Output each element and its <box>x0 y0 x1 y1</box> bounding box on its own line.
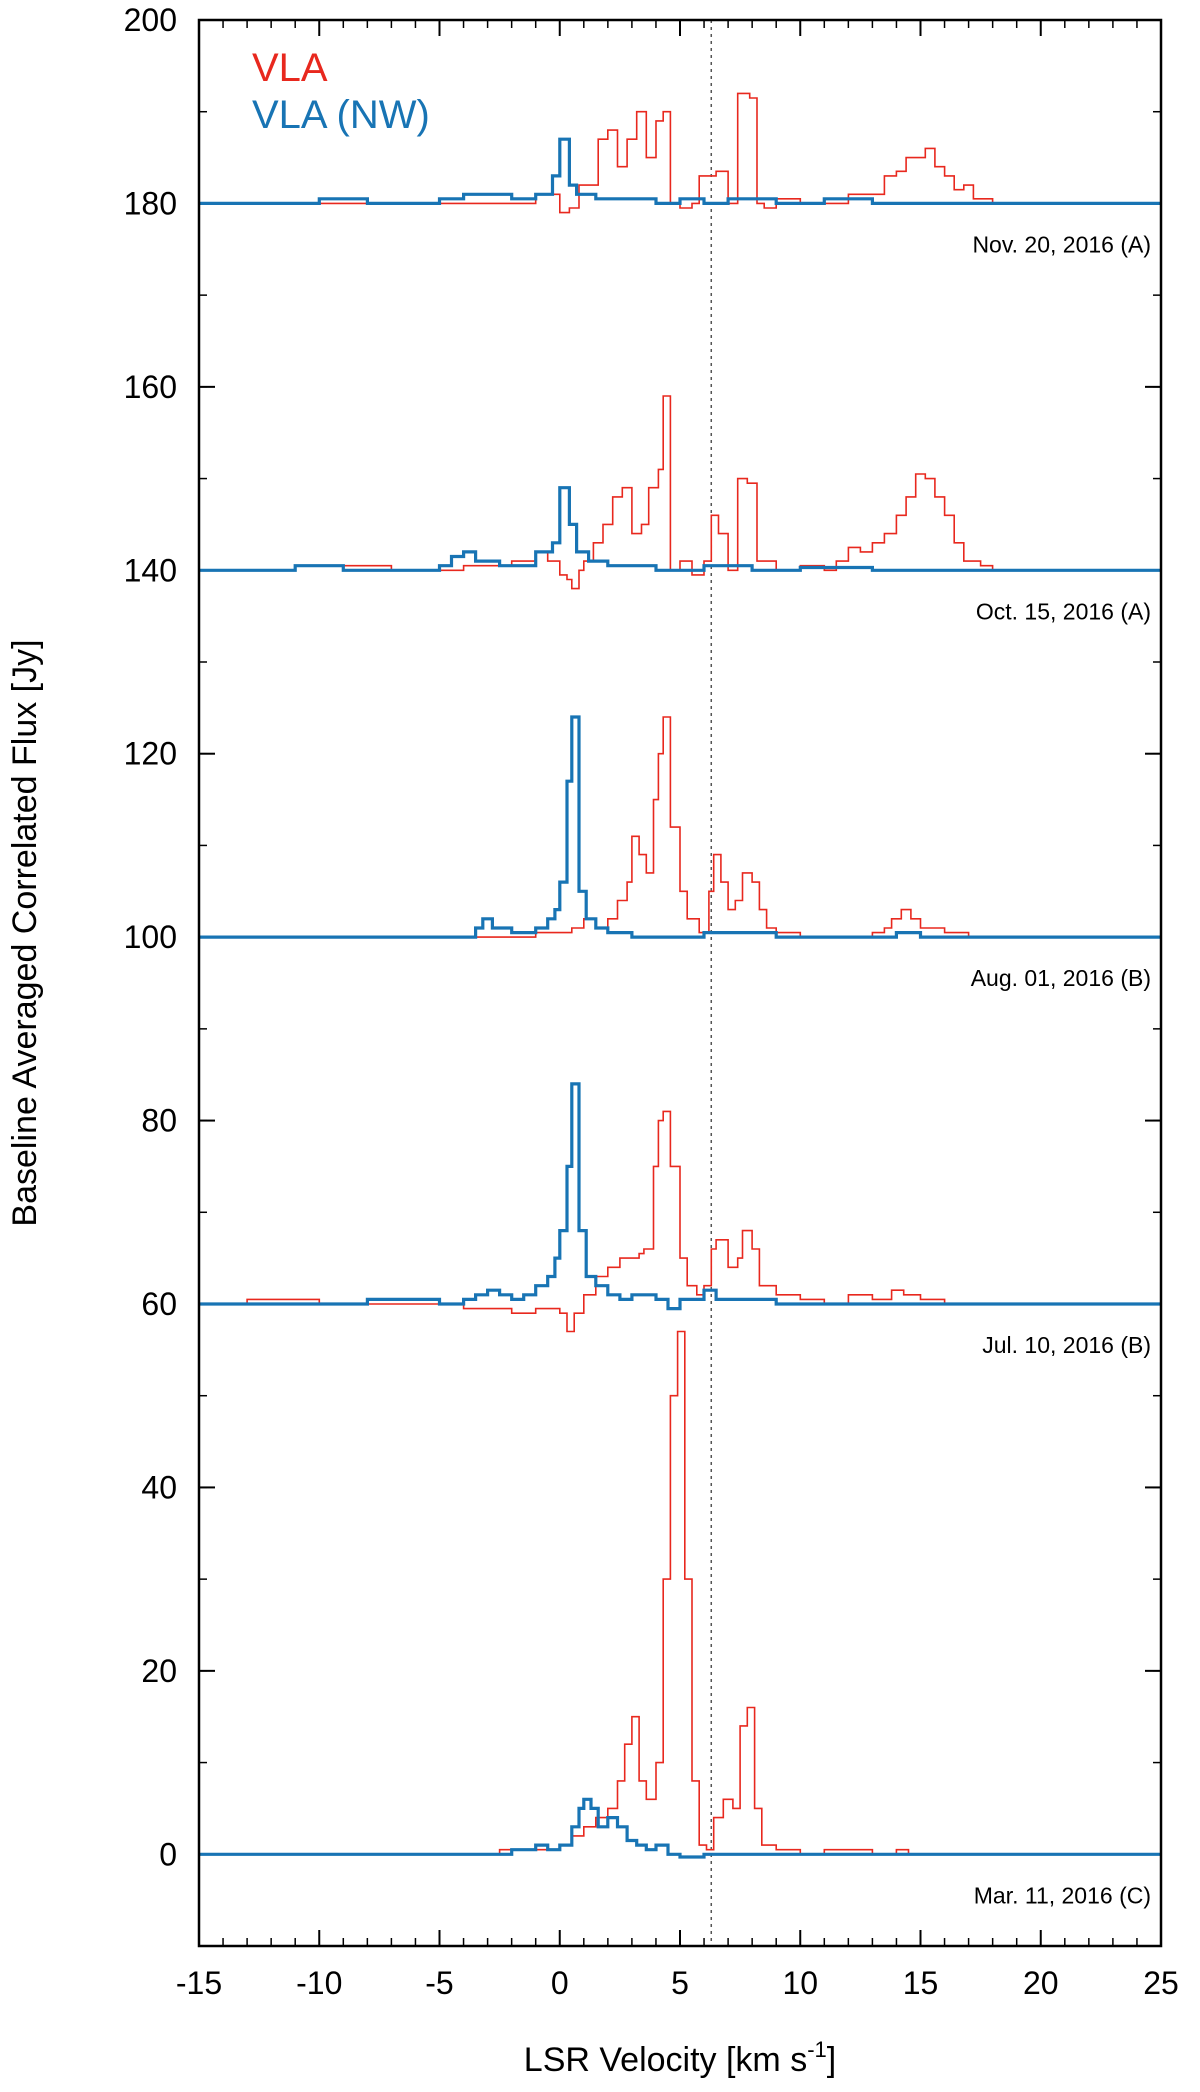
series-vla-nw-epoch-3 <box>199 1082 1161 1311</box>
x-axis-title: LSR Velocity [km s-1] <box>524 2037 836 2079</box>
x-tick-label: 25 <box>1143 1965 1179 2001</box>
series-vla-epoch-2 <box>199 716 1161 938</box>
epoch-label: Aug. 01, 2016 (B) <box>971 965 1151 991</box>
series-vla-epoch-4 <box>199 1330 1161 1856</box>
x-tick-label: 5 <box>671 1965 689 2001</box>
epoch-label: Nov. 20, 2016 (A) <box>972 231 1151 257</box>
y-tick-label: 0 <box>159 1836 177 1872</box>
series-vla-nw-epoch-4 <box>199 1797 1161 1859</box>
tick-labels: 0 20 40 60 80 100 120 140 160 180 200 -15 -10 -5 0 5 10 1… <box>124 2 1179 2001</box>
epoch-label: Oct. 15, 2016 (A) <box>976 598 1151 624</box>
x-tick-label: -5 <box>425 1965 453 2001</box>
x-tick-label: 15 <box>903 1965 939 2001</box>
epoch-label: Jul. 10, 2016 (B) <box>982 1332 1151 1358</box>
x-tick-label: -15 <box>176 1965 222 2001</box>
x-axis-title-main: LSR Velocity [km s <box>524 2041 807 2079</box>
y-tick-label: 20 <box>141 1653 177 1689</box>
x-tick-label: -10 <box>296 1965 342 2001</box>
epoch-labels: Nov. 20, 2016 (A) Oct. 15, 2016 (A) Aug. 0… <box>971 231 1151 1908</box>
series-vla-epoch-1 <box>199 395 1161 590</box>
y-tick-label: 180 <box>124 185 177 221</box>
series-layer <box>199 92 1161 1859</box>
legend: VLA VLA (NW) <box>252 46 430 137</box>
x-tick-label: 0 <box>551 1965 569 2001</box>
series-vla-nw-epoch-0 <box>199 137 1161 205</box>
y-tick-label: 200 <box>124 2 177 38</box>
y-tick-label: 160 <box>124 369 177 405</box>
legend-vla: VLA <box>252 46 328 90</box>
legend-vla-nw: VLA (NW) <box>252 93 430 137</box>
y-tick-label: 40 <box>141 1469 177 1505</box>
plot-frame <box>197 18 1163 1948</box>
y-tick-label: 80 <box>141 1103 177 1139</box>
epoch-label: Mar. 11, 2016 (C) <box>974 1882 1151 1908</box>
x-tick-label: 10 <box>782 1965 818 2001</box>
y-tick-label: 60 <box>141 1286 177 1322</box>
x-axis-title-close: ] <box>827 2041 836 2079</box>
y-tick-label: 120 <box>124 736 177 772</box>
y-axis-title: Baseline Averaged Correlated Flux [Jy] <box>6 639 44 1226</box>
y-tick-label: 140 <box>124 552 177 588</box>
series-vla-nw-epoch-2 <box>199 715 1161 939</box>
y-tick-label: 100 <box>124 919 177 955</box>
x-tick-label: 20 <box>1023 1965 1059 2001</box>
x-axis-title-superscript: -1 <box>807 2037 827 2062</box>
series-vla-nw-epoch-1 <box>199 486 1161 572</box>
